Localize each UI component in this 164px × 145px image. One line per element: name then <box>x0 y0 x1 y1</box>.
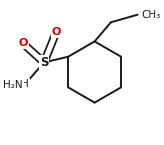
Text: O: O <box>18 38 28 48</box>
Text: S: S <box>40 56 48 69</box>
Text: H: H <box>21 79 29 89</box>
Text: O: O <box>52 27 61 37</box>
Text: H₂N: H₂N <box>3 80 23 90</box>
Text: H: H <box>15 80 23 90</box>
Text: CH₃: CH₃ <box>141 10 161 20</box>
